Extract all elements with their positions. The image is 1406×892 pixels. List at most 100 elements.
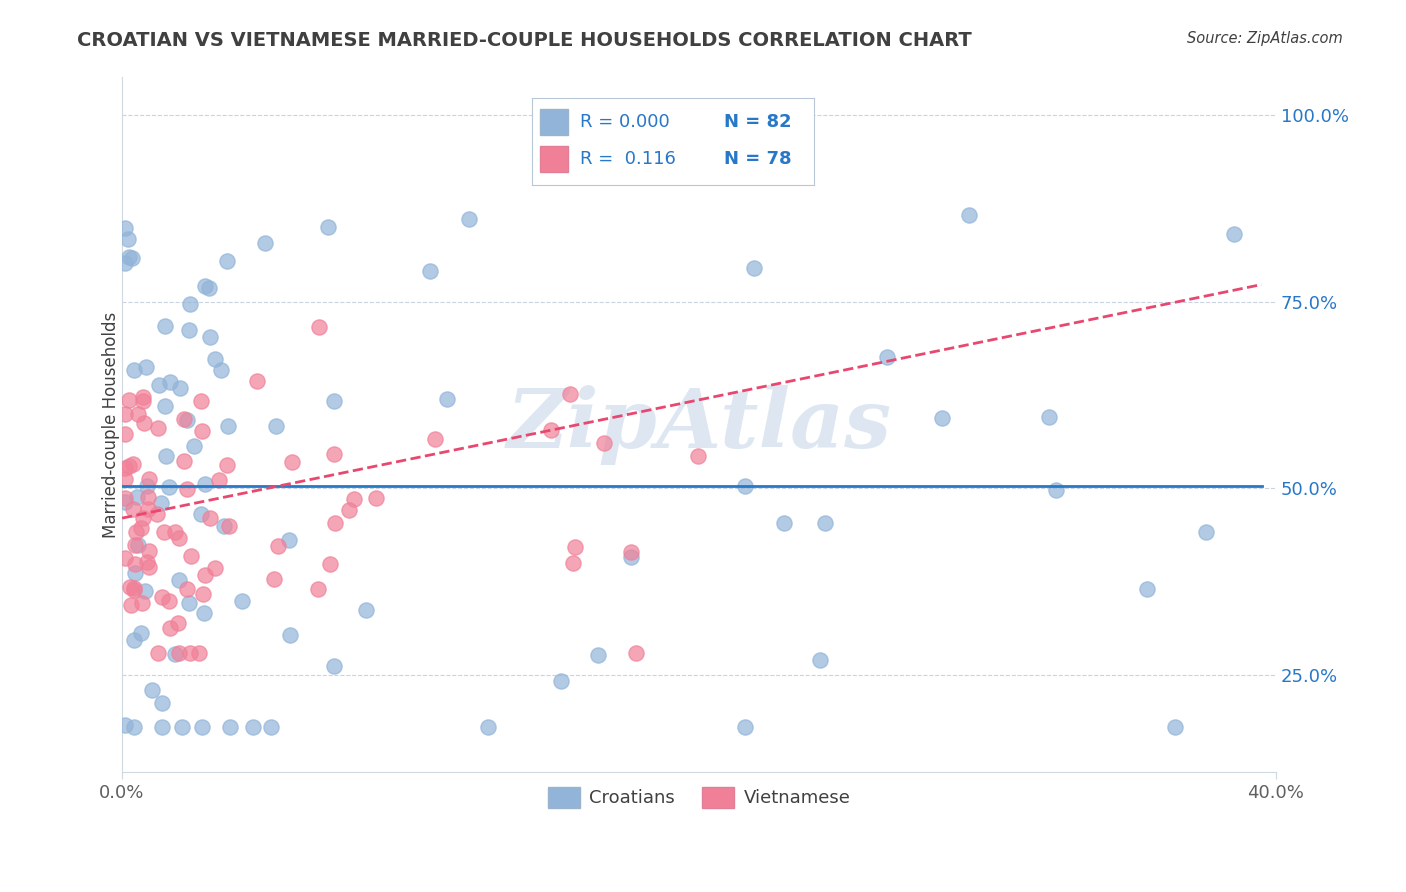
- Point: [117, 232, 139, 246]
- Point: [114, 221, 136, 235]
- Point: [150, 696, 173, 710]
- Point: [157, 594, 180, 608]
- Point: [191, 720, 214, 734]
- Point: [364, 491, 387, 505]
- Point: [540, 423, 562, 437]
- Point: [209, 363, 232, 377]
- Point: [214, 519, 236, 533]
- Point: [131, 391, 153, 405]
- Point: [179, 596, 201, 610]
- Point: [307, 582, 329, 596]
- Point: [772, 516, 794, 530]
- Point: [190, 394, 212, 409]
- Point: [150, 496, 173, 510]
- Point: [1038, 410, 1060, 425]
- Point: [129, 521, 152, 535]
- Point: [122, 633, 145, 648]
- Point: [624, 646, 647, 660]
- Point: [198, 329, 221, 343]
- Point: [564, 541, 586, 555]
- Point: [122, 502, 145, 516]
- Point: [217, 418, 239, 433]
- Point: [125, 490, 148, 504]
- Point: [136, 479, 159, 493]
- Point: [814, 516, 837, 531]
- Point: [194, 278, 217, 293]
- Point: [322, 447, 344, 461]
- Point: [153, 399, 176, 413]
- Point: [132, 393, 155, 408]
- Point: [155, 449, 177, 463]
- Point: [114, 472, 136, 486]
- Point: [127, 407, 149, 421]
- Point: [167, 616, 190, 631]
- Point: [122, 457, 145, 471]
- Point: [1136, 582, 1159, 596]
- Point: [138, 490, 160, 504]
- Point: [319, 557, 342, 571]
- Point: [550, 674, 572, 689]
- Point: [170, 720, 193, 734]
- Point: [120, 599, 142, 613]
- Point: [280, 627, 302, 641]
- Point: [118, 392, 141, 407]
- Point: [208, 473, 231, 487]
- Point: [193, 587, 215, 601]
- Point: [153, 524, 176, 539]
- Point: [127, 538, 149, 552]
- Point: [118, 458, 141, 473]
- Point: [114, 256, 136, 270]
- Point: [263, 572, 285, 586]
- Point: [176, 482, 198, 496]
- Point: [204, 561, 226, 575]
- Point: [153, 319, 176, 334]
- Point: [124, 566, 146, 581]
- Point: [190, 507, 212, 521]
- Point: [876, 350, 898, 364]
- Point: [193, 606, 215, 620]
- Point: [118, 250, 141, 264]
- Point: [179, 297, 201, 311]
- Point: [323, 516, 346, 531]
- Text: ZipAtlas: ZipAtlas: [506, 384, 891, 465]
- Point: [1163, 720, 1185, 734]
- Point: [194, 568, 217, 582]
- Point: [135, 555, 157, 569]
- Point: [198, 510, 221, 524]
- Point: [562, 556, 585, 570]
- Point: [167, 531, 190, 545]
- Point: [180, 549, 202, 563]
- Point: [150, 720, 173, 734]
- Point: [281, 454, 304, 468]
- Y-axis label: Married-couple Households: Married-couple Households: [103, 311, 120, 538]
- Point: [586, 648, 609, 662]
- Point: [146, 421, 169, 435]
- Point: [957, 208, 980, 222]
- Point: [173, 453, 195, 467]
- Point: [436, 392, 458, 406]
- Point: [163, 525, 186, 540]
- Point: [323, 394, 346, 409]
- Point: [356, 603, 378, 617]
- Text: CROATIAN VS VIETNAMESE MARRIED-COUPLE HOUSEHOLDS CORRELATION CHART: CROATIAN VS VIETNAMESE MARRIED-COUPLE HO…: [77, 31, 972, 50]
- Point: [146, 507, 169, 521]
- Point: [808, 653, 831, 667]
- Point: [734, 479, 756, 493]
- Point: [150, 590, 173, 604]
- Point: [217, 458, 239, 472]
- Point: [1194, 524, 1216, 539]
- Point: [138, 560, 160, 574]
- Point: [114, 491, 136, 506]
- Point: [118, 580, 141, 594]
- Point: [219, 720, 242, 734]
- Point: [134, 416, 156, 430]
- Point: [323, 659, 346, 673]
- Point: [167, 646, 190, 660]
- Point: [218, 519, 240, 533]
- Point: [114, 460, 136, 475]
- Point: [318, 219, 340, 234]
- Point: [121, 251, 143, 265]
- Point: [114, 495, 136, 509]
- Point: [742, 260, 765, 275]
- Point: [159, 621, 181, 635]
